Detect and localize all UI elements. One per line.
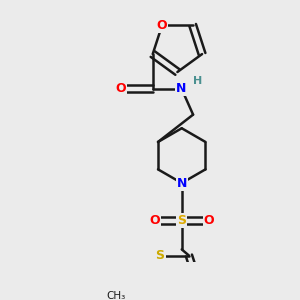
Text: O: O <box>149 214 160 227</box>
Text: O: O <box>157 19 167 32</box>
Text: S: S <box>156 249 165 262</box>
Text: H: H <box>193 76 202 86</box>
Text: O: O <box>204 214 214 227</box>
Text: O: O <box>116 82 126 95</box>
Text: CH₃: CH₃ <box>106 291 126 300</box>
Text: N: N <box>176 82 187 95</box>
Text: N: N <box>176 177 187 190</box>
Text: S: S <box>177 214 186 227</box>
